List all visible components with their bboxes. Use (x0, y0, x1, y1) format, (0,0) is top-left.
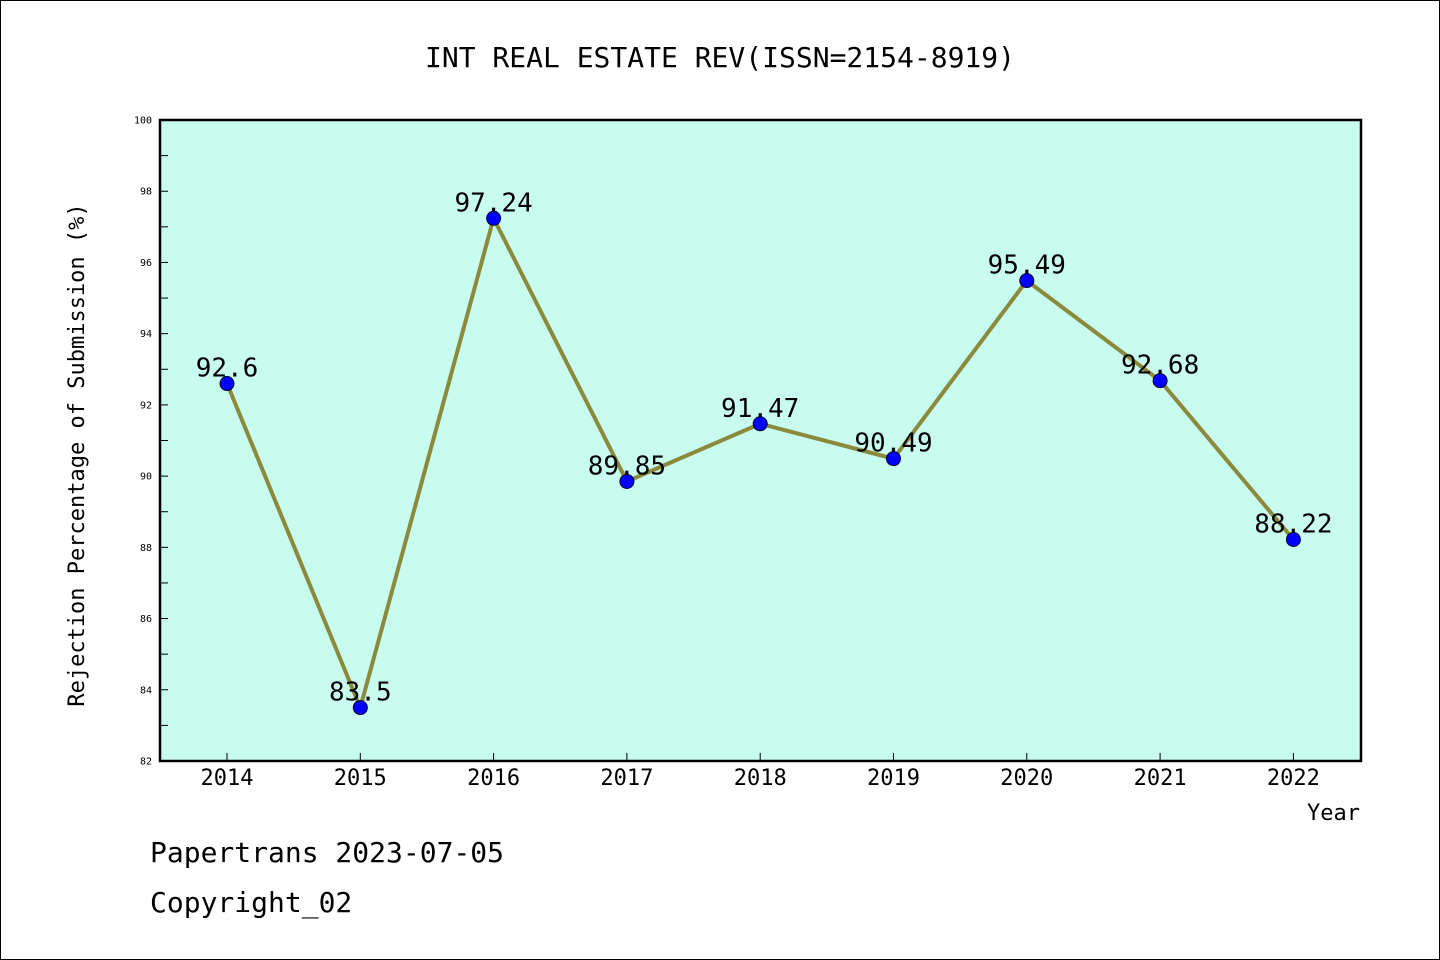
x-tick-label: 2021 (1134, 766, 1187, 791)
y-tick-label: 82 (140, 757, 152, 768)
y-axis-ticks: 82 84 86 88 90 92 94 96 98 100 (134, 116, 168, 768)
data-point-marker (619, 473, 635, 489)
data-label: 89.85 (588, 451, 666, 481)
y-tick-label: 86 (140, 614, 152, 625)
y-tick-label: 98 (140, 187, 152, 198)
x-axis-label: Year (1307, 801, 1360, 826)
data-label: 88.22 (1254, 509, 1332, 539)
x-tick-label: 2018 (734, 766, 787, 791)
data-point-marker (486, 210, 502, 226)
x-tick-label: 2015 (334, 766, 387, 791)
footer-date: Papertrans 2023-07-05 (150, 836, 505, 869)
x-axis-ticks: 2014 2015 2016 2017 2018 2019 2020 2021 2022 (201, 753, 1320, 791)
y-tick-label: 96 (140, 258, 152, 269)
x-tick-label: 2017 (600, 766, 653, 791)
y-tick-label: 84 (140, 685, 152, 696)
y-tick-label: 100 (134, 116, 152, 127)
data-label: 92.68 (1121, 351, 1199, 381)
y-tick-label: 90 (140, 472, 152, 483)
data-label: 92.6 (196, 354, 259, 384)
footer-copyright: Copyright_02 (150, 886, 353, 919)
x-tick-label: 2022 (1267, 766, 1320, 791)
data-label: 91.47 (721, 394, 799, 424)
x-tick-label: 2016 (467, 766, 520, 791)
chart-title: INT REAL ESTATE REV(ISSN=2154-8919) (425, 41, 1015, 74)
data-labels: 92.6 83.5 97.24 89.85 91.47 90.49 95.49 92.68 88… (196, 188, 1333, 707)
data-point-marker (352, 700, 368, 716)
data-label: 97.24 (454, 188, 532, 218)
y-tick-label: 88 (140, 543, 152, 554)
y-tick-label: 94 (140, 329, 152, 340)
plot-border (158, 118, 1363, 763)
y-axis-label: Rejection Percentage of Submission (%) (65, 203, 90, 706)
plot-area (160, 120, 1361, 761)
data-point-marker (219, 376, 235, 392)
x-tick-label: 2014 (201, 766, 254, 791)
data-point-marker (1019, 273, 1035, 289)
data-point-marker (752, 416, 768, 432)
x-tick-label: 2019 (867, 766, 920, 791)
data-point-marker (886, 451, 901, 467)
series-markers (219, 210, 1301, 716)
data-point-marker (1285, 531, 1301, 547)
y-tick-label: 92 (140, 400, 152, 411)
data-label: 95.49 (988, 251, 1066, 281)
x-tick-label: 2020 (1000, 766, 1053, 791)
data-point-marker (1152, 373, 1168, 389)
data-label: 90.49 (854, 429, 932, 459)
data-label: 83.5 (329, 678, 392, 708)
